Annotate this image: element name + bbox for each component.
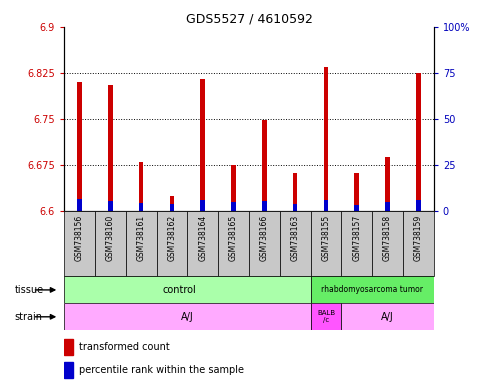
Bar bbox=[139, 203, 143, 211]
Bar bbox=[64, 339, 73, 355]
Bar bbox=[77, 199, 82, 211]
Text: BALB
/c: BALB /c bbox=[317, 310, 335, 323]
Bar bbox=[293, 204, 297, 211]
Text: rhabdomyosarcoma tumor: rhabdomyosarcoma tumor bbox=[321, 285, 423, 295]
Bar bbox=[64, 362, 73, 378]
Text: GSM738157: GSM738157 bbox=[352, 214, 361, 261]
Text: GSM738165: GSM738165 bbox=[229, 214, 238, 261]
Bar bbox=[386, 202, 390, 211]
Bar bbox=[311, 303, 341, 330]
Text: GSM738155: GSM738155 bbox=[321, 214, 330, 261]
Bar bbox=[293, 173, 297, 211]
Text: A/J: A/J bbox=[381, 312, 394, 322]
Bar bbox=[386, 157, 390, 211]
Bar bbox=[311, 276, 434, 303]
Text: GSM738166: GSM738166 bbox=[260, 214, 269, 261]
Bar bbox=[170, 204, 174, 211]
Bar bbox=[187, 211, 218, 276]
Bar bbox=[341, 211, 372, 276]
Bar bbox=[64, 211, 95, 276]
Text: GSM738161: GSM738161 bbox=[137, 214, 145, 261]
Bar bbox=[77, 82, 82, 211]
Bar bbox=[311, 211, 341, 276]
Bar bbox=[324, 67, 328, 211]
Bar bbox=[403, 211, 434, 276]
Bar bbox=[354, 205, 359, 211]
Bar bbox=[231, 202, 236, 211]
Text: A/J: A/J bbox=[181, 312, 194, 322]
Bar bbox=[108, 85, 112, 211]
Bar bbox=[262, 120, 267, 211]
Bar bbox=[201, 200, 205, 211]
Bar bbox=[262, 201, 267, 211]
Text: GSM738159: GSM738159 bbox=[414, 214, 423, 261]
Text: GSM738162: GSM738162 bbox=[168, 214, 176, 261]
Bar bbox=[64, 303, 311, 330]
Text: GSM738163: GSM738163 bbox=[291, 214, 300, 261]
Bar bbox=[170, 196, 174, 211]
Text: strain: strain bbox=[15, 312, 43, 322]
Title: GDS5527 / 4610592: GDS5527 / 4610592 bbox=[185, 13, 313, 26]
Bar bbox=[372, 211, 403, 276]
Text: GSM738158: GSM738158 bbox=[383, 214, 392, 261]
Bar bbox=[139, 162, 143, 211]
Text: tissue: tissue bbox=[15, 285, 44, 295]
Text: transformed count: transformed count bbox=[79, 342, 170, 352]
Text: control: control bbox=[163, 285, 197, 295]
Bar bbox=[324, 200, 328, 211]
Text: GSM738164: GSM738164 bbox=[198, 214, 207, 261]
Bar bbox=[341, 303, 434, 330]
Bar bbox=[201, 79, 205, 211]
Bar bbox=[108, 201, 112, 211]
Bar bbox=[95, 211, 126, 276]
Bar bbox=[218, 211, 249, 276]
Bar bbox=[416, 200, 421, 211]
Bar bbox=[280, 211, 311, 276]
Text: percentile rank within the sample: percentile rank within the sample bbox=[79, 365, 244, 375]
Text: GSM738156: GSM738156 bbox=[75, 214, 84, 261]
Bar bbox=[354, 173, 359, 211]
Bar bbox=[64, 276, 311, 303]
Text: GSM738160: GSM738160 bbox=[106, 214, 115, 261]
Bar bbox=[231, 165, 236, 211]
Bar bbox=[416, 73, 421, 211]
Bar bbox=[249, 211, 280, 276]
Bar bbox=[157, 211, 187, 276]
Bar bbox=[126, 211, 157, 276]
